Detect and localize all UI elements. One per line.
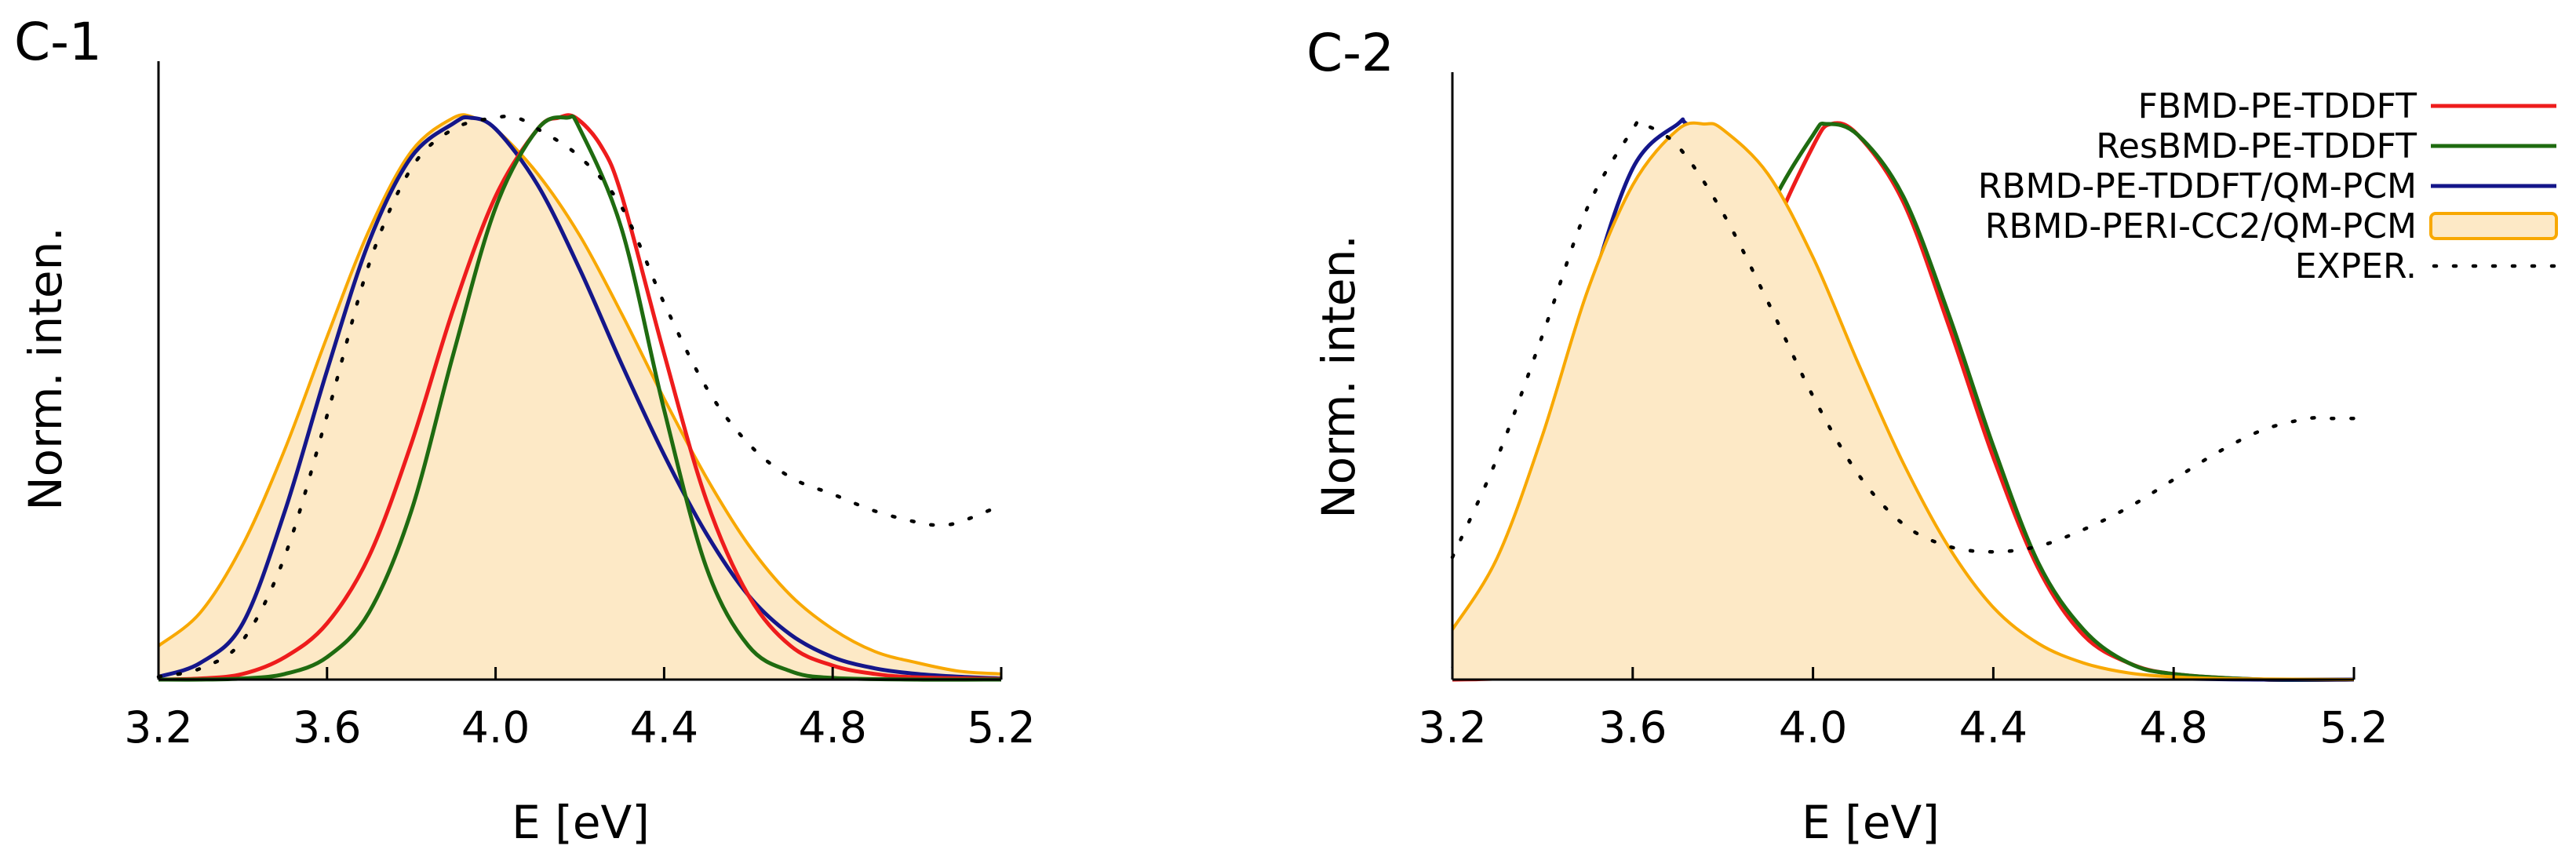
series-rbmd-peri-line: [1451, 121, 2355, 681]
x-tick-label: 3.6: [293, 702, 361, 753]
series-layer: [156, 113, 1004, 682]
legend-label: RBMD-PERI-CC2/QM-PCM: [1985, 206, 2417, 246]
x-axis-label: E [eV]: [1802, 796, 1940, 849]
x-tick-label: 5.2: [967, 702, 1035, 753]
legend-label: RBMD-PE-TDDFT/QM-PCM: [1978, 166, 2417, 206]
series-rbmd-peri-fill: [158, 115, 1001, 680]
x-ticks: 3.2 3.6 4.0 4.4 4.8 5.2: [1418, 667, 2388, 753]
x-tick-label: 4.4: [630, 702, 698, 753]
panel-c1: C-1 3.2 3.6 4.0 4.4 4.8 5.2 E [eV] Norm. inte…: [14, 12, 1036, 849]
legend-label: FBMD-PE-TDDFT: [2138, 86, 2418, 126]
x-tick-label: 4.8: [798, 702, 866, 753]
panel-title: C-1: [14, 12, 102, 72]
x-tick-label: 3.2: [1418, 702, 1486, 753]
series-fbmd-line: [158, 113, 1002, 682]
series-rbmd-peri-fill: [1452, 122, 2354, 680]
x-tick-label: 4.0: [461, 702, 530, 753]
x-tick-label: 4.8: [2139, 702, 2207, 753]
x-tick-label: 4.4: [1959, 702, 2028, 753]
series-rbmd-peri-line: [157, 113, 1002, 676]
x-tick-label: 5.2: [2319, 702, 2388, 753]
series-layer: [1450, 117, 2356, 683]
series-rbmd-line: [158, 115, 1002, 681]
x-axis-label: E [eV]: [512, 796, 650, 849]
axes: [157, 61, 1001, 681]
y-axis-label: Norm. inten.: [19, 227, 72, 511]
legend-swatch: [2429, 212, 2558, 240]
legend-label: ResBMD-PE-TDDFT: [2096, 126, 2417, 166]
x-tick-label: 3.2: [124, 702, 192, 753]
y-axis-label: Norm. inten.: [1312, 235, 1365, 519]
series-exper-line: [156, 114, 1004, 679]
legend: FBMD-PE-TDDFTResBMD-PE-TDDFTRBMD-PE-TDDF…: [1978, 86, 2559, 286]
series-resbmd-line: [158, 114, 1002, 682]
x-tick-label: 3.6: [1598, 702, 1667, 753]
x-ticks: 3.2 3.6 4.0 4.4 4.8 5.2: [124, 667, 1036, 753]
axes: [1451, 72, 2354, 681]
panel-c2: C-2 3.2 3.6 4.0 4.4 4.8 5.2 E [eV] Norm. inte…: [1306, 23, 2559, 849]
x-tick-label: 4.0: [1779, 702, 1847, 753]
legend-label: EXPER.: [2295, 246, 2417, 286]
panel-title: C-2: [1306, 23, 1394, 83]
